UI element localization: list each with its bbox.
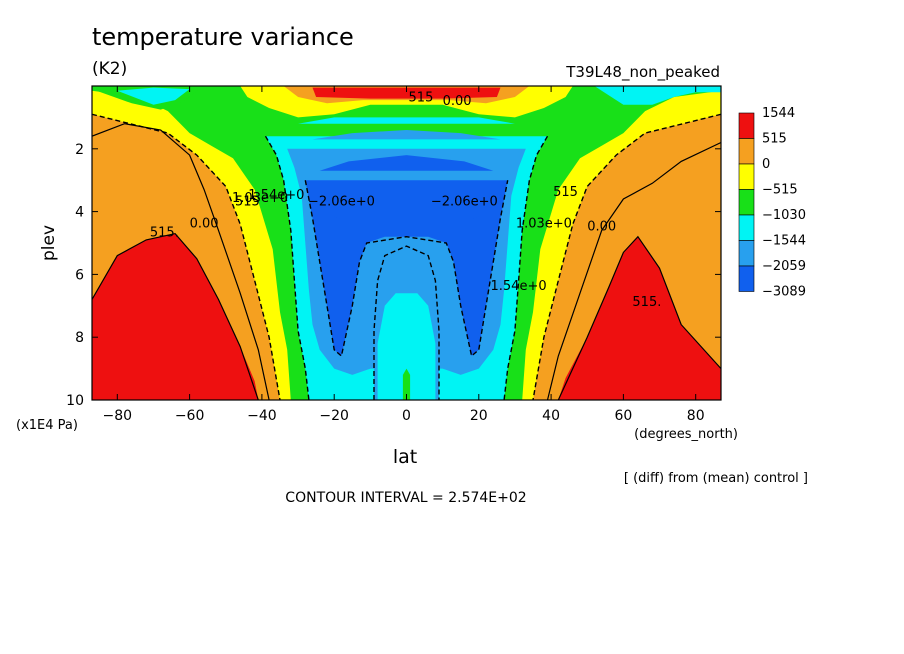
contour-label-7: 1.54e+0	[491, 279, 547, 294]
contour-label-12: 515	[409, 91, 434, 106]
x-tick-label: 0	[402, 408, 411, 424]
y-tick-label: 6	[75, 267, 84, 283]
legend-level-6: −2059	[762, 259, 806, 274]
fill-cyan-plume	[377, 293, 436, 400]
contour-label-2: 515	[235, 194, 260, 209]
legend-swatch-5	[738, 240, 755, 267]
contour-line-9	[373, 245, 440, 400]
contour-label-11: 515.	[632, 295, 661, 310]
contour-line-8	[304, 180, 509, 358]
contour-line-6	[264, 135, 310, 400]
legend-swatch-4	[738, 214, 755, 241]
contour-label-4: 1.54e+0	[248, 188, 304, 203]
contour-line-7	[503, 135, 549, 400]
x-axis-label: lat	[393, 446, 417, 468]
contour-line-3	[557, 235, 721, 400]
x-tick-label: −20	[319, 408, 349, 424]
legend-level-1: 515	[762, 132, 787, 147]
y-axis-units: (x1E4 Pa)	[16, 418, 78, 433]
contour-line-1	[546, 141, 721, 400]
y-axis: 2 4 6 8 10	[66, 142, 721, 409]
contour-label-10: 0.00	[587, 219, 616, 234]
fill-cyan-corner-right	[594, 86, 721, 105]
legend-level-2: 0	[762, 157, 770, 172]
fill-cyan-corner-left	[117, 87, 190, 105]
fill-darkblue-lobe-right	[431, 202, 484, 221]
legend-swatch-1	[738, 138, 755, 165]
x-axis: −80 −60 −40 −20 0 20 40 60 80	[103, 86, 705, 424]
legend-level-0: 1544	[762, 106, 795, 121]
contour-label-1: 0.00	[190, 216, 219, 231]
legend-level-4: −1030	[762, 208, 806, 223]
contour-label-6: −2.06e+0	[431, 194, 498, 209]
fill-green-spike	[402, 368, 411, 400]
contour-lines	[92, 113, 721, 400]
contour-interval: CONTOUR INTERVAL = 2.574E+02	[285, 490, 526, 506]
legend-swatch-2	[738, 163, 755, 190]
contour-line-0	[92, 123, 270, 400]
contour-line-4	[92, 113, 281, 400]
chart-title: temperature variance	[92, 23, 354, 51]
contour-label-8: 1.03e+0	[516, 216, 572, 231]
y-axis-label: plev	[39, 225, 59, 261]
x-tick-label: −60	[175, 408, 205, 424]
contour-line-5	[532, 113, 721, 400]
color-legend: 1544 515 0 −515 −1030 −1544 −2059 −3089	[738, 106, 806, 300]
fill-darkblue-lobe-left	[329, 202, 382, 221]
x-tick-label: 80	[687, 408, 705, 424]
contour-fills	[92, 86, 721, 400]
contour-label-9: 515	[553, 185, 578, 200]
contour-label-0: 515.	[150, 226, 179, 241]
contour-label-13: 0.00	[443, 94, 472, 109]
x-axis-units: (degrees_north)	[634, 427, 738, 442]
x-tick-label: −80	[103, 408, 133, 424]
legend-swatch-6	[738, 265, 755, 292]
run-label: T39L48_non_peaked	[565, 63, 720, 82]
legend-level-7: −3089	[762, 285, 806, 300]
y-tick-label: 2	[75, 142, 84, 158]
contour-line-2	[92, 232, 259, 400]
legend-swatch-3	[738, 189, 755, 216]
fill-orange-blob	[625, 147, 650, 188]
x-tick-label: −40	[247, 408, 277, 424]
y-tick-label: 8	[75, 330, 84, 346]
fill-red-left	[92, 233, 259, 400]
fill-red-right	[558, 236, 721, 400]
x-tick-label: 20	[470, 408, 488, 424]
legend-swatch-0	[738, 112, 755, 139]
x-tick-label: 40	[542, 408, 560, 424]
units-label: (K2)	[92, 59, 127, 79]
diff-note: [ (diff) from (mean) control ]	[624, 471, 808, 486]
x-tick-label: 60	[614, 408, 632, 424]
contour-label-3: 1.03e+0	[232, 191, 288, 206]
fill-red-cap	[312, 87, 501, 99]
legend-level-5: −1544	[762, 234, 806, 249]
y-tick-label: 10	[66, 393, 84, 409]
legend-level-3: −515	[762, 183, 798, 198]
contour-label-5: −2.06e+0	[308, 194, 375, 209]
y-tick-label: 4	[75, 205, 84, 221]
